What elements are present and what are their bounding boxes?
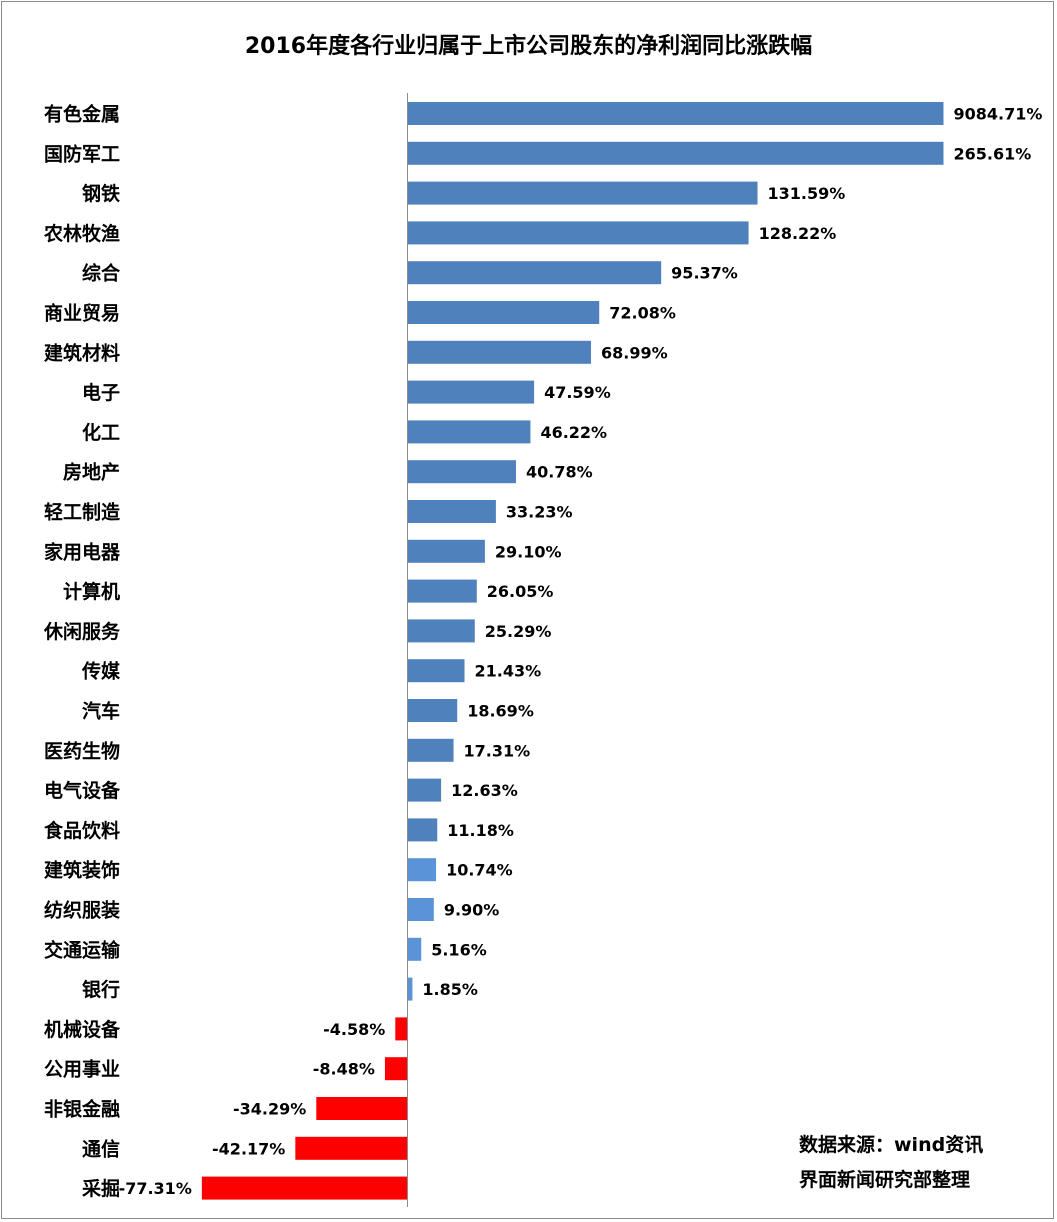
source-note: 数据来源：wind资讯 (799, 1134, 984, 1156)
data-label: 95.37% (671, 264, 738, 283)
category-label: 建筑装饰 (44, 859, 120, 882)
data-label: 131.59% (768, 184, 846, 203)
data-label: 29.10% (495, 542, 562, 561)
data-label: -34.29% (233, 1100, 306, 1119)
data-label: 12.63% (451, 781, 518, 800)
bar (407, 420, 531, 444)
data-label: 18.69% (467, 702, 534, 721)
bar (407, 858, 437, 882)
data-label: 25.29% (485, 622, 552, 641)
chart-title: 2016年度各行业归属于上市公司股东的净利润同比涨跌幅 (244, 34, 813, 59)
bar (407, 619, 475, 643)
data-label: 47.59% (544, 383, 611, 402)
category-label: 电气设备 (44, 779, 121, 802)
data-label: 33.23% (506, 503, 573, 522)
category-label: 传媒 (81, 660, 121, 683)
category-label: 汽车 (82, 700, 120, 723)
category-label: 电子 (82, 381, 120, 404)
data-label: 9084.71% (954, 105, 1043, 124)
bar (407, 181, 758, 205)
data-label: -77.31% (119, 1179, 192, 1198)
category-label: 化工 (82, 421, 120, 444)
data-label: 40.78% (526, 463, 593, 482)
bar (407, 898, 434, 921)
category-label: 轻工制造 (44, 501, 121, 524)
bar (407, 102, 944, 125)
data-label: 46.22% (540, 423, 607, 442)
bar (384, 1057, 408, 1081)
bar (407, 500, 496, 523)
category-label: 食品饮料 (44, 819, 120, 842)
data-label: 9.90% (444, 901, 500, 920)
category-label: 有色金属 (44, 103, 120, 126)
category-label: 家用电器 (44, 540, 121, 563)
bar (407, 579, 477, 603)
bar (407, 460, 516, 484)
data-label: 10.74% (446, 861, 513, 880)
data-label: 68.99% (601, 343, 668, 362)
bar (316, 1097, 408, 1120)
category-label: 通信 (82, 1137, 120, 1160)
data-label: 1.85% (422, 980, 478, 999)
bar (407, 977, 413, 1001)
category-label: 机械设备 (44, 1018, 121, 1041)
category-label: 商业贸易 (44, 302, 120, 325)
data-label: 26.05% (487, 582, 554, 601)
compiler-note: 界面新闻研究部整理 (799, 1169, 971, 1191)
data-label: 128.22% (759, 224, 837, 243)
bar (201, 1176, 408, 1200)
bar (407, 659, 465, 683)
category-label: 纺织服装 (44, 899, 120, 922)
data-label: 17.31% (464, 741, 531, 760)
category-label: 采掘 (82, 1177, 120, 1200)
bar (407, 221, 749, 245)
category-label: 房地产 (63, 461, 120, 484)
category-label: 建筑材料 (44, 341, 120, 364)
bar (407, 340, 592, 364)
category-label: 非银金融 (44, 1098, 120, 1121)
data-label: 21.43% (475, 662, 542, 681)
bar (407, 818, 438, 842)
bar (407, 380, 535, 404)
bar (407, 778, 442, 802)
category-label: 公用事业 (44, 1058, 120, 1081)
data-label: -4.58% (323, 1020, 385, 1039)
category-label: 银行 (82, 978, 120, 1001)
category-label: 综合 (82, 262, 121, 285)
bar (407, 699, 458, 722)
category-label: 钢铁 (82, 182, 120, 205)
category-label: 休闲服务 (43, 620, 121, 643)
data-label: -42.17% (212, 1139, 285, 1158)
bar (407, 141, 944, 165)
bar (295, 1136, 408, 1160)
bar (407, 539, 485, 563)
data-label: -8.48% (313, 1060, 375, 1079)
data-label: 11.18% (447, 821, 514, 840)
category-label: 医药生物 (44, 739, 120, 762)
bar (407, 301, 600, 324)
bar (407, 738, 454, 762)
category-label: 农林牧渔 (43, 222, 120, 245)
data-label: 72.08% (609, 304, 676, 323)
bar (407, 261, 662, 285)
bar (407, 937, 422, 961)
category-label: 国防军工 (44, 142, 120, 165)
bar (395, 1017, 408, 1041)
data-label: 5.16% (431, 940, 487, 959)
category-label: 交通运输 (44, 938, 121, 961)
data-label: 265.61% (954, 144, 1032, 163)
category-label: 计算机 (63, 580, 120, 603)
